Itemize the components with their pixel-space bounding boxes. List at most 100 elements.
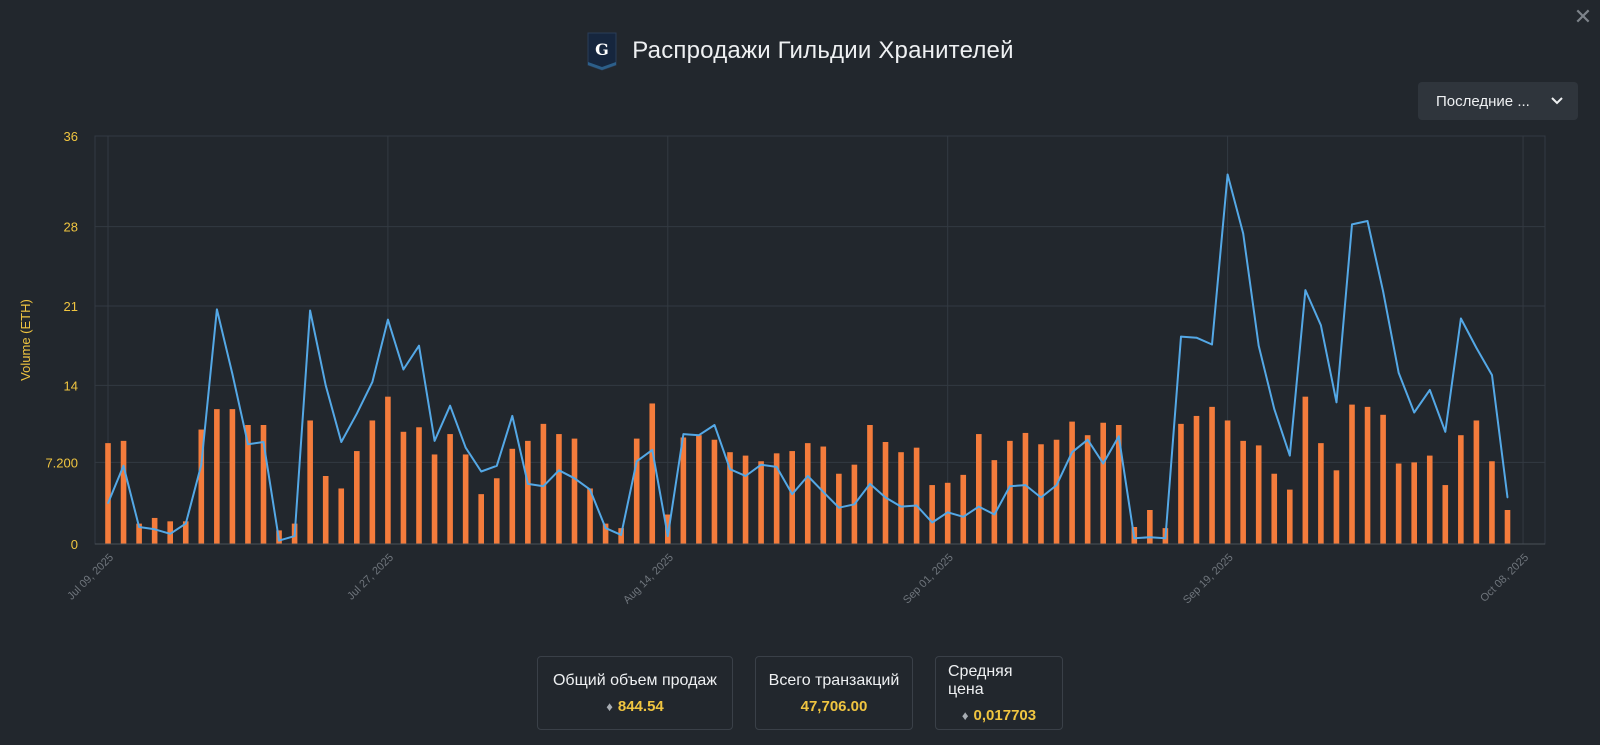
volume-bar xyxy=(1224,420,1231,544)
volume-bar xyxy=(1287,489,1293,544)
price-point xyxy=(946,511,949,514)
volume-bar xyxy=(556,434,562,544)
volume-bar xyxy=(369,420,376,544)
price-point xyxy=(667,535,669,537)
volume-bar xyxy=(525,440,531,544)
volume-bar xyxy=(680,437,687,544)
price-point xyxy=(620,534,622,536)
volume-bar xyxy=(431,454,438,544)
price-point xyxy=(791,493,793,495)
price-point xyxy=(775,466,778,468)
price-line xyxy=(107,173,1509,542)
volume-bar xyxy=(214,409,220,544)
volume-bar xyxy=(322,476,329,544)
price-point xyxy=(993,513,996,516)
price-point xyxy=(480,470,483,473)
price-point xyxy=(1506,496,1509,499)
volume-bar xyxy=(1240,440,1246,544)
volume-bar xyxy=(416,427,422,544)
volume-bar xyxy=(898,452,904,544)
y-tick-label: 14 xyxy=(64,378,78,393)
guild-logo: G xyxy=(586,31,618,71)
volume-bar xyxy=(696,435,702,544)
volume-bar xyxy=(1084,435,1091,544)
volume-bar xyxy=(1318,443,1324,544)
y-axis-title: Volume (ETH) xyxy=(18,299,33,381)
volume-bar xyxy=(1504,510,1511,544)
period-select[interactable]: Последние ... xyxy=(1418,82,1578,120)
volume-bar xyxy=(1022,432,1029,544)
price-point xyxy=(449,404,451,407)
price-point xyxy=(573,477,576,480)
volume-bar xyxy=(1364,406,1371,544)
volume-bar xyxy=(649,403,656,544)
price-point xyxy=(247,443,249,446)
volume-bar xyxy=(1333,470,1340,544)
volume-bar xyxy=(1395,463,1402,544)
price-point xyxy=(635,460,638,463)
price-point xyxy=(1320,324,1322,327)
price-point xyxy=(1491,374,1493,376)
price-point xyxy=(107,502,109,505)
price-point xyxy=(1273,408,1276,410)
page-header: G Распродажи Гильдии Хранителей xyxy=(0,26,1600,76)
price-point xyxy=(1211,343,1213,346)
price-point xyxy=(216,308,218,311)
price-point xyxy=(900,505,902,508)
stat-value: 0,017703 xyxy=(973,706,1037,724)
volume-bar xyxy=(307,420,313,544)
volume-bar xyxy=(633,438,640,544)
volume-bar xyxy=(571,438,578,544)
price-point xyxy=(651,449,654,451)
price-point xyxy=(806,475,809,477)
volume-bar xyxy=(1349,404,1355,544)
volume-bar xyxy=(1038,444,1044,544)
stat-total-transactions: Всего транзакций 47,706.00 xyxy=(755,656,913,730)
price-point xyxy=(1289,454,1291,457)
volume-bar xyxy=(1115,425,1122,544)
stat-label: Всего транзакций xyxy=(768,671,900,689)
price-point xyxy=(682,433,685,435)
price-point xyxy=(356,412,358,415)
price-point xyxy=(884,496,887,499)
volume-bar xyxy=(1069,421,1075,544)
x-tick-label: Sep 19, 2025 xyxy=(1181,552,1236,607)
y-tick-label: 0 xyxy=(71,537,78,552)
page-title: Распродажи Гильдии Хранителей xyxy=(632,37,1014,64)
volume-bar xyxy=(540,423,547,544)
volume-bar xyxy=(960,474,967,544)
volume-bar xyxy=(820,446,827,544)
volume-bar xyxy=(913,447,920,544)
volume-bar xyxy=(1147,510,1153,544)
y-tick-label: 28 xyxy=(64,220,78,235)
price-point xyxy=(853,503,856,506)
price-point xyxy=(1086,438,1089,441)
price-point xyxy=(511,415,514,417)
volume-bar xyxy=(182,521,189,544)
price-point xyxy=(1351,223,1353,226)
price-point xyxy=(122,465,125,467)
volume-bar xyxy=(587,488,593,544)
volume-bar xyxy=(1271,473,1278,544)
price-point xyxy=(931,521,933,524)
price-point xyxy=(262,441,265,443)
close-button[interactable]: ✕ xyxy=(1573,4,1593,29)
price-point xyxy=(1242,232,1244,235)
price-point xyxy=(153,528,156,531)
price-point xyxy=(1102,462,1104,465)
x-tick-label: Jul 27, 2025 xyxy=(345,552,396,603)
volume-bar xyxy=(773,453,780,544)
volume-bar xyxy=(338,488,345,544)
price-point xyxy=(1195,336,1198,339)
price-point xyxy=(589,488,591,491)
y-tick-label: 21 xyxy=(64,299,78,314)
volume-bar xyxy=(354,451,360,544)
volume-bar xyxy=(1178,423,1184,544)
price-point xyxy=(1117,435,1120,438)
volume-bar xyxy=(758,461,764,544)
y-tick-label: 7.200 xyxy=(45,455,78,470)
price-point xyxy=(978,505,980,508)
y-tick-label: 36 xyxy=(64,130,78,144)
price-point xyxy=(1335,401,1338,404)
x-tick-label: Jul 09, 2025 xyxy=(65,552,116,603)
